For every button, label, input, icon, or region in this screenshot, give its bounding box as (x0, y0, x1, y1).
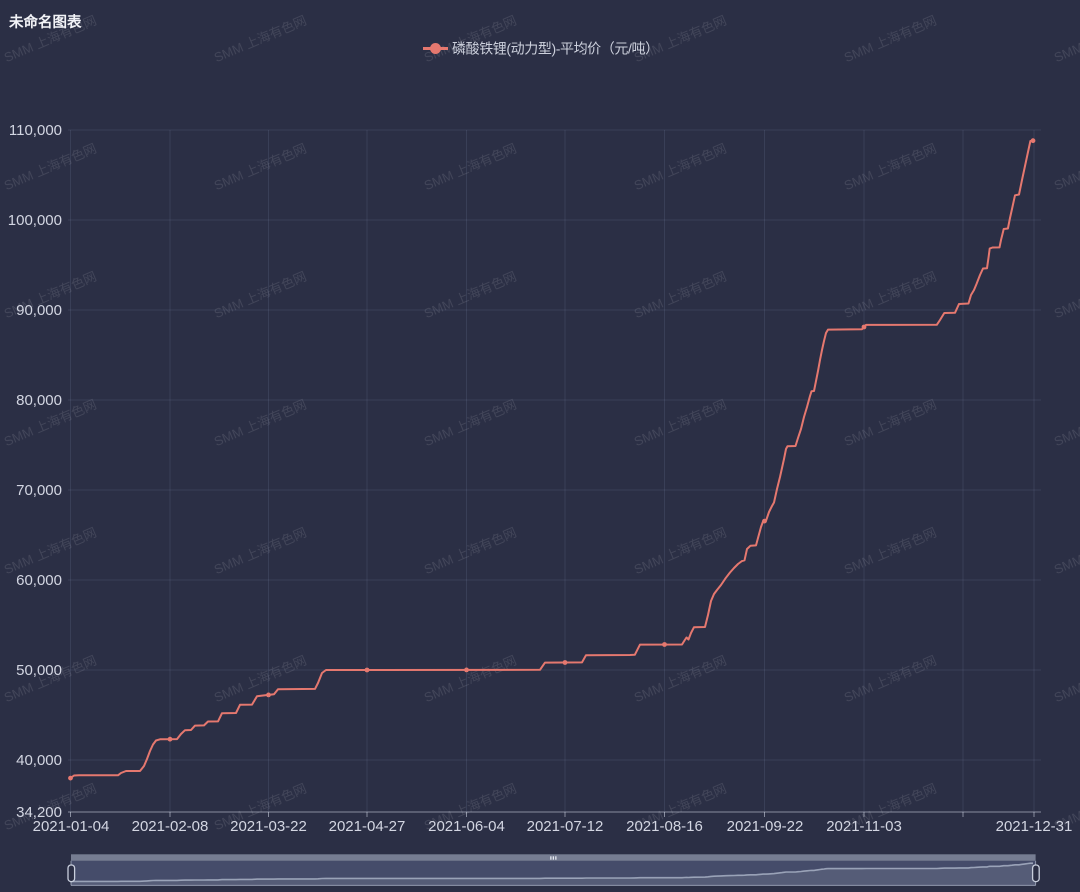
svg-text:90,000: 90,000 (16, 302, 62, 319)
svg-text:60,000: 60,000 (16, 572, 62, 589)
svg-text:50,000: 50,000 (16, 662, 62, 679)
svg-text:2021-01-04: 2021-01-04 (33, 818, 110, 835)
svg-text:2021-03-22: 2021-03-22 (230, 818, 307, 835)
svg-text:磷酸铁锂(动力型)-平均价（元/吨）: 磷酸铁锂(动力型)-平均价（元/吨） (452, 41, 659, 57)
svg-text:70,000: 70,000 (16, 482, 62, 499)
svg-text:2021-06-04: 2021-06-04 (428, 818, 505, 835)
svg-text:110,000: 110,000 (9, 122, 62, 139)
svg-text:未命名图表: 未命名图表 (8, 13, 82, 31)
svg-text:2021-12-31: 2021-12-31 (996, 818, 1073, 835)
svg-text:40,000: 40,000 (16, 752, 62, 769)
svg-text:80,000: 80,000 (16, 392, 62, 409)
svg-text:2021-08-16: 2021-08-16 (626, 818, 703, 835)
svg-text:100,000: 100,000 (8, 212, 62, 229)
svg-text:2021-11-03: 2021-11-03 (826, 818, 902, 835)
svg-text:34,200: 34,200 (16, 804, 62, 821)
svg-text:2021-04-27: 2021-04-27 (329, 818, 406, 835)
svg-text:2021-02-08: 2021-02-08 (132, 818, 209, 835)
svg-text:2021-07-12: 2021-07-12 (527, 818, 604, 835)
svg-text:2021-09-22: 2021-09-22 (727, 818, 804, 835)
